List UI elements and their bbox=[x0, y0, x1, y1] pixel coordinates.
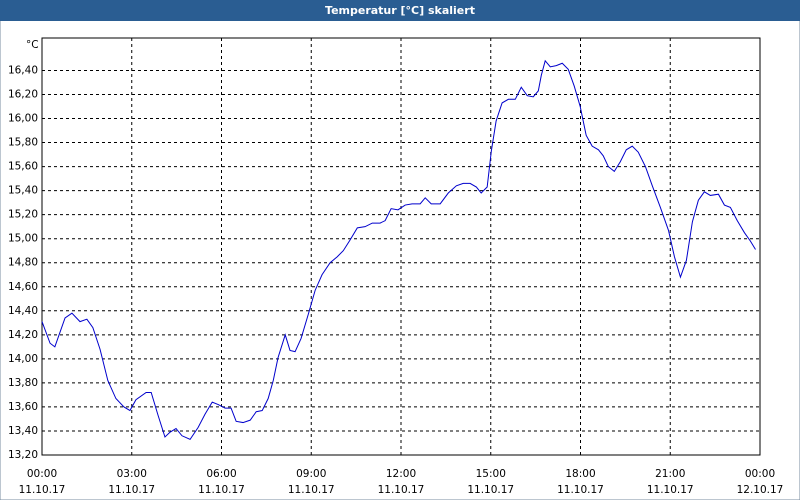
data-line bbox=[41, 59, 756, 441]
x-tick-label: 12:00 bbox=[386, 468, 416, 480]
x-tick-label: 15:00 bbox=[476, 468, 506, 480]
y-tick-label: 13,80 bbox=[8, 377, 38, 389]
x-tick-label: 18:00 bbox=[565, 468, 595, 480]
x-tick-date: 11.10.17 bbox=[288, 484, 335, 496]
x-tick-date: 11.10.17 bbox=[647, 484, 694, 496]
y-tick-label: 16,20 bbox=[8, 88, 38, 100]
x-tick-label: 06:00 bbox=[206, 468, 236, 480]
y-tick-label: 14,60 bbox=[8, 281, 38, 293]
y-tick-label: 16,40 bbox=[8, 64, 38, 76]
chart-title: Temperatur [°C] skaliert bbox=[325, 4, 475, 17]
x-tick-date: 11.10.17 bbox=[378, 484, 425, 496]
y-tick-label: 15,80 bbox=[8, 137, 38, 149]
y-tick-label: 13,40 bbox=[8, 425, 38, 437]
x-tick-date: 11.10.17 bbox=[198, 484, 245, 496]
x-tick-date: 11.10.17 bbox=[19, 484, 66, 496]
y-tick-label: 14,80 bbox=[8, 257, 38, 269]
y-tick-label: 14,40 bbox=[8, 305, 38, 317]
x-tick-label: 21:00 bbox=[655, 468, 685, 480]
y-tick-label: 13,60 bbox=[8, 401, 38, 413]
title-bar bbox=[0, 0, 800, 21]
y-tick-label: 15,00 bbox=[8, 233, 38, 245]
x-tick-date: 11.10.17 bbox=[467, 484, 514, 496]
x-tick-label: 00:00 bbox=[27, 468, 57, 480]
y-unit: °C bbox=[26, 39, 39, 51]
y-tick-label: 16,00 bbox=[8, 113, 38, 125]
y-tick-label: 15,60 bbox=[8, 161, 38, 173]
x-tick-label: 00:00 bbox=[745, 468, 775, 480]
y-tick-label: 14,20 bbox=[8, 329, 38, 341]
x-tick-date: 11.10.17 bbox=[108, 484, 155, 496]
x-tick-label: 09:00 bbox=[296, 468, 326, 480]
y-tick-label: 15,20 bbox=[8, 209, 38, 221]
x-tick-label: 03:00 bbox=[117, 468, 147, 480]
plot-frame bbox=[41, 37, 761, 456]
y-tick-label: 14,00 bbox=[8, 353, 38, 365]
x-tick-date: 11.10.17 bbox=[557, 484, 604, 496]
x-tick-date: 12.10.17 bbox=[737, 484, 784, 496]
y-tick-label: 13,20 bbox=[8, 449, 38, 461]
y-tick-label: 15,40 bbox=[8, 185, 38, 197]
